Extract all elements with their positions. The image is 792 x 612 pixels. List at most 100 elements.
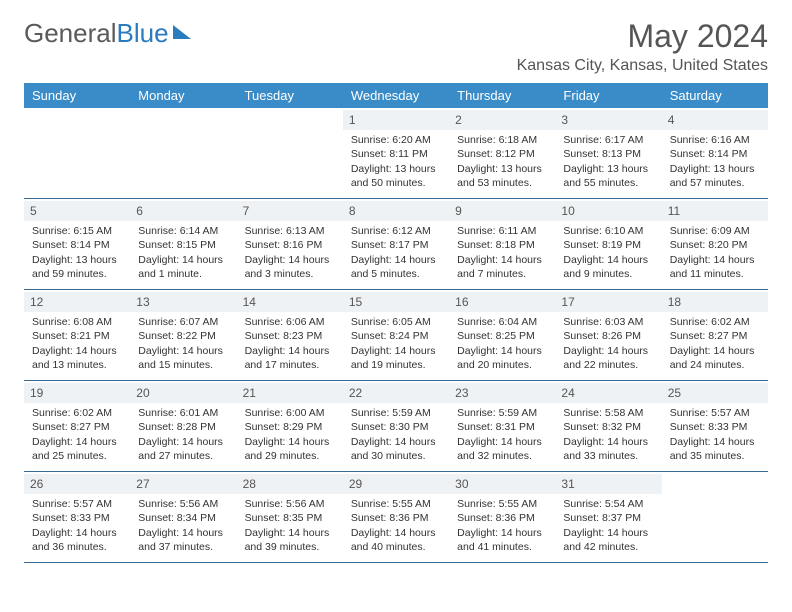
sunrise-text: Sunrise: 6:20 AM — [351, 133, 441, 147]
sunset-text: Sunset: 8:21 PM — [32, 329, 122, 343]
day-number: 30 — [449, 474, 555, 494]
day-cell: 9Sunrise: 6:11 AMSunset: 8:18 PMDaylight… — [449, 199, 555, 289]
daylight-text: Daylight: 14 hours and 35 minutes. — [670, 435, 760, 463]
day-cell: 8Sunrise: 6:12 AMSunset: 8:17 PMDaylight… — [343, 199, 449, 289]
day-cell: 21Sunrise: 6:00 AMSunset: 8:29 PMDayligh… — [237, 381, 343, 471]
sunset-text: Sunset: 8:35 PM — [245, 511, 335, 525]
day-cell: 30Sunrise: 5:55 AMSunset: 8:36 PMDayligh… — [449, 472, 555, 562]
title-block: May 2024 Kansas City, Kansas, United Sta… — [517, 18, 768, 75]
sunset-text: Sunset: 8:16 PM — [245, 238, 335, 252]
daylight-text: Daylight: 13 hours and 57 minutes. — [670, 162, 760, 190]
sunrise-text: Sunrise: 6:04 AM — [457, 315, 547, 329]
day-cell: 13Sunrise: 6:07 AMSunset: 8:22 PMDayligh… — [130, 290, 236, 380]
day-number: 4 — [662, 110, 768, 130]
day-cell: 23Sunrise: 5:59 AMSunset: 8:31 PMDayligh… — [449, 381, 555, 471]
sunrise-text: Sunrise: 5:56 AM — [245, 497, 335, 511]
calendar: Sunday Monday Tuesday Wednesday Thursday… — [24, 83, 768, 563]
day-cell: 6Sunrise: 6:14 AMSunset: 8:15 PMDaylight… — [130, 199, 236, 289]
sunset-text: Sunset: 8:36 PM — [351, 511, 441, 525]
sunset-text: Sunset: 8:29 PM — [245, 420, 335, 434]
day-number: 23 — [449, 383, 555, 403]
daylight-text: Daylight: 13 hours and 55 minutes. — [563, 162, 653, 190]
logo-text-gray: General — [24, 18, 117, 49]
daylight-text: Daylight: 14 hours and 5 minutes. — [351, 253, 441, 281]
day-cell: 28 Sunrise: 5:56 AMSunset: 8:35 PMDayligh… — [237, 472, 343, 562]
day-cell: 31 Sunrise: 5:54 AMSunset: 8:37 PMDayligh… — [555, 472, 661, 562]
day-number: 24 — [555, 383, 661, 403]
sunrise-text: Sunrise: 5:59 AM — [457, 406, 547, 420]
day-cell: 27Sunrise: 5:56 AMSunset: 8:34 PMDayligh… — [130, 472, 236, 562]
daylight-text: Daylight: 14 hours and 20 minutes. — [457, 344, 547, 372]
logo-text-blue: Blue — [117, 18, 169, 49]
day-cell: 10Sunrise: 6:10 AMSunset: 8:19 PMDayligh… — [555, 199, 661, 289]
day-number: 31 — [555, 474, 661, 494]
day-cell: 24Sunrise: 5:58 AMSunset: 8:32 PMDayligh… — [555, 381, 661, 471]
sunset-text: Sunset: 8:14 PM — [32, 238, 122, 252]
sunrise-text: Sunrise: 6:14 AM — [138, 224, 228, 238]
day-number: 20 — [130, 383, 236, 403]
sunrise-text: Sunrise: 5:54 AM — [563, 497, 653, 511]
logo: GeneralBlue — [24, 18, 191, 49]
day-cell: 15Sunrise: 6:05 AMSunset: 8:24 PMDayligh… — [343, 290, 449, 380]
day-cell: 20Sunrise: 6:01 AMSunset: 8:28 PMDayligh… — [130, 381, 236, 471]
day-cell: 12Sunrise: 6:08 AMSunset: 8:21 PMDayligh… — [24, 290, 130, 380]
sunset-text: Sunset: 8:37 PM — [563, 511, 653, 525]
sunrise-text: Sunrise: 6:03 AM — [563, 315, 653, 329]
day-number: 11 — [662, 201, 768, 221]
week-row: 19Sunrise: 6:02 AMSunset: 8:27 PMDayligh… — [24, 381, 768, 472]
sunset-text: Sunset: 8:14 PM — [670, 147, 760, 161]
daylight-text: Daylight: 14 hours and 13 minutes. — [32, 344, 122, 372]
daylight-text: Daylight: 14 hours and 33 minutes. — [563, 435, 653, 463]
day-cell: 14Sunrise: 6:06 AMSunset: 8:23 PMDayligh… — [237, 290, 343, 380]
daylight-text: Daylight: 14 hours and 42 minutes. — [563, 526, 653, 554]
daylight-text: Daylight: 13 hours and 50 minutes. — [351, 162, 441, 190]
daylight-text: Daylight: 14 hours and 15 minutes. — [138, 344, 228, 372]
sunrise-text: Sunrise: 6:07 AM — [138, 315, 228, 329]
day-cell: 11Sunrise: 6:09 AMSunset: 8:20 PMDayligh… — [662, 199, 768, 289]
day-number: 12 — [24, 292, 130, 312]
sunset-text: Sunset: 8:13 PM — [563, 147, 653, 161]
day-number: 18 — [662, 292, 768, 312]
day-number: 1 — [343, 110, 449, 130]
sunrise-text: Sunrise: 5:55 AM — [457, 497, 547, 511]
week-row: 12Sunrise: 6:08 AMSunset: 8:21 PMDayligh… — [24, 290, 768, 381]
day-header-cell: Wednesday — [343, 83, 449, 108]
day-number: 27 — [130, 474, 236, 494]
daylight-text: Daylight: 14 hours and 41 minutes. — [457, 526, 547, 554]
day-number: 21 — [237, 383, 343, 403]
daylight-text: Daylight: 14 hours and 22 minutes. — [563, 344, 653, 372]
sunrise-text: Sunrise: 6:13 AM — [245, 224, 335, 238]
sunrise-text: Sunrise: 5:55 AM — [351, 497, 441, 511]
daylight-text: Daylight: 13 hours and 59 minutes. — [32, 253, 122, 281]
day-number: 28 — [237, 474, 343, 494]
day-cell: 29Sunrise: 5:55 AMSunset: 8:36 PMDayligh… — [343, 472, 449, 562]
day-cell: 18Sunrise: 6:02 AMSunset: 8:27 PMDayligh… — [662, 290, 768, 380]
sunrise-text: Sunrise: 6:17 AM — [563, 133, 653, 147]
day-number: 9 — [449, 201, 555, 221]
day-number: 16 — [449, 292, 555, 312]
day-number: 26 — [24, 474, 130, 494]
day-cell — [24, 108, 130, 198]
logo-triangle-icon — [173, 25, 191, 39]
sunset-text: Sunset: 8:34 PM — [138, 511, 228, 525]
daylight-text: Daylight: 14 hours and 25 minutes. — [32, 435, 122, 463]
daylight-text: Daylight: 14 hours and 39 minutes. — [245, 526, 335, 554]
sunset-text: Sunset: 8:25 PM — [457, 329, 547, 343]
sunset-text: Sunset: 8:15 PM — [138, 238, 228, 252]
day-cell: 5Sunrise: 6:15 AMSunset: 8:14 PMDaylight… — [24, 199, 130, 289]
header: GeneralBlue May 2024 Kansas City, Kansas… — [24, 18, 768, 75]
sunset-text: Sunset: 8:27 PM — [32, 420, 122, 434]
day-cell: 4Sunrise: 6:16 AMSunset: 8:14 PMDaylight… — [662, 108, 768, 198]
day-number: 6 — [130, 201, 236, 221]
day-cell — [237, 108, 343, 198]
sunset-text: Sunset: 8:19 PM — [563, 238, 653, 252]
sunset-text: Sunset: 8:31 PM — [457, 420, 547, 434]
day-header-row: Sunday Monday Tuesday Wednesday Thursday… — [24, 83, 768, 108]
day-cell — [662, 472, 768, 562]
day-cell: 1Sunrise: 6:20 AMSunset: 8:11 PMDaylight… — [343, 108, 449, 198]
sunset-text: Sunset: 8:20 PM — [670, 238, 760, 252]
day-number: 29 — [343, 474, 449, 494]
sunrise-text: Sunrise: 6:11 AM — [457, 224, 547, 238]
sunrise-text: Sunrise: 5:59 AM — [351, 406, 441, 420]
daylight-text: Daylight: 14 hours and 30 minutes. — [351, 435, 441, 463]
